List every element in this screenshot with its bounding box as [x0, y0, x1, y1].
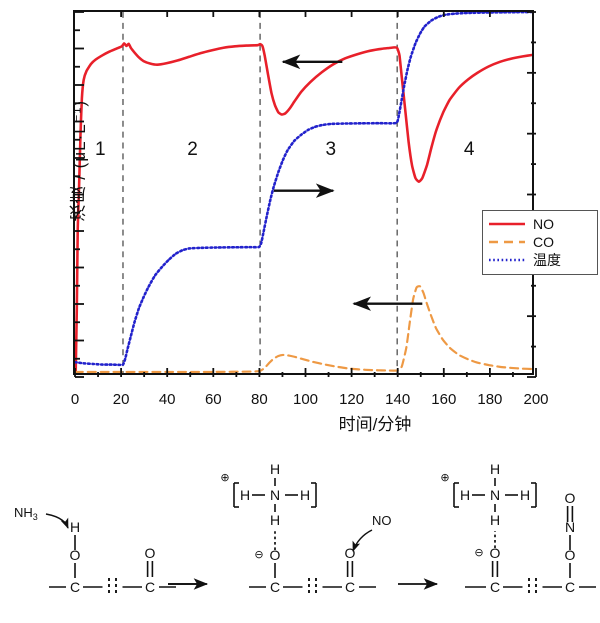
x-axis-tick-label-180: 180: [477, 391, 503, 408]
step1-attack-arrow: [45, 513, 69, 529]
step3-nitrite-oxygen-lower: O: [565, 547, 576, 563]
step2-ammonium-hydrogen-left: H: [240, 487, 250, 503]
region-label-4: 4: [463, 138, 475, 160]
step2-ammonium-positive-charge: ⊕: [220, 472, 229, 484]
region-label-2: 2: [187, 138, 198, 160]
x-axis-tick-label-140: 140: [385, 391, 411, 408]
x-axis-tick-label-160: 160: [431, 391, 457, 408]
backbone-carbon-left: C: [270, 579, 280, 595]
step1-carbonyl-oxygen: O: [145, 545, 156, 561]
step1-hydroxyl-hydrogen: H: [70, 519, 80, 535]
step3-oxide-oxygen: O: [490, 545, 501, 561]
step3-ammonium-hydrogen-bottom: H: [490, 512, 500, 528]
x-axis-tick-label-0: 0: [70, 391, 80, 408]
step2-ammonium-hydrogen-right: H: [300, 487, 310, 503]
step3-negative-charge: ⊖: [474, 547, 483, 559]
x-axis-tick-label-80: 80: [251, 391, 268, 408]
axis-ticks: [74, 11, 537, 378]
legend-swatch-co: [488, 236, 526, 248]
legend-label-no: NO: [533, 216, 554, 232]
step1-hydroxyl-oxygen: O: [70, 547, 81, 563]
y-axis-left-title: 浓度 / (μL·L⁻¹): [70, 100, 89, 222]
step3-ammonium-hydrogen-top: H: [490, 461, 500, 477]
backbone-carbon-left: C: [70, 579, 80, 595]
region-label-3: 3: [325, 138, 337, 160]
legend-swatch-no: [488, 218, 526, 230]
x-axis-tick-label-60: 60: [204, 391, 222, 408]
reaction-mechanism-diagram: C C O H O NH3 C C O ⊖ O H H N H H ⊕ NO C C O ⊖ H H N H H ⊕ O N O: [0, 432, 600, 623]
chart-legend: NO CO 温度: [482, 210, 598, 275]
legend-item-no: NO: [488, 215, 592, 233]
step2-negative-charge: ⊖: [254, 549, 263, 561]
step3-ammonium-hydrogen-left: H: [460, 487, 470, 503]
step2-ammonium-hydrogen-top: H: [270, 461, 280, 477]
plot-frame: 0100200300400500600700800900100005010015…: [70, 10, 598, 434]
x-axis-title: 时间/分钟: [338, 415, 412, 434]
step3-backbone-carbon-right: C: [565, 579, 575, 595]
step2-carbonyl-oxygen: O: [345, 545, 356, 561]
legend-item-co: CO: [488, 233, 592, 251]
legend-swatch-temperature: [488, 254, 526, 266]
step3-nitrite-nitrogen: N: [565, 519, 575, 535]
x-axis-tick-label-20: 20: [112, 391, 130, 408]
step2-oxide-oxygen: O: [270, 547, 281, 563]
backbone-carbon-right: C: [145, 579, 155, 595]
step2-nitric-oxide-label: NO: [372, 513, 392, 528]
step2-ammonium-nitrogen: N: [270, 487, 280, 503]
legend-item-temperature: 温度: [488, 251, 592, 269]
gas-concentration-temperature-chart: 0100200300400500600700800900100005010015…: [70, 10, 598, 434]
x-axis-tick-label-40: 40: [158, 391, 176, 408]
step1-ammonia-label: NH3: [14, 505, 38, 522]
series-line-温度: [75, 12, 532, 367]
x-axis-tick-label-100: 100: [292, 391, 319, 408]
step3-ammonium-hydrogen-right: H: [520, 487, 530, 503]
step2-ammonium-hydrogen-bottom: H: [270, 512, 280, 528]
series-line-NO: [75, 42, 532, 373]
legend-label-temperature: 温度: [533, 252, 561, 268]
step3-ammonium-positive-charge: ⊕: [440, 472, 449, 484]
step2-attack-arrow: [352, 529, 373, 552]
backbone-carbon-right: C: [345, 579, 355, 595]
x-axis-tick-label-200: 200: [523, 391, 549, 408]
step3-ammonium-nitrogen: N: [490, 487, 500, 503]
step3-backbone-carbon-left: C: [490, 579, 500, 595]
step3-nitrite-oxygen-upper: O: [565, 490, 576, 506]
region-label-1: 1: [95, 138, 106, 160]
legend-label-co: CO: [533, 234, 554, 250]
x-axis-tick-label-120: 120: [339, 391, 365, 408]
